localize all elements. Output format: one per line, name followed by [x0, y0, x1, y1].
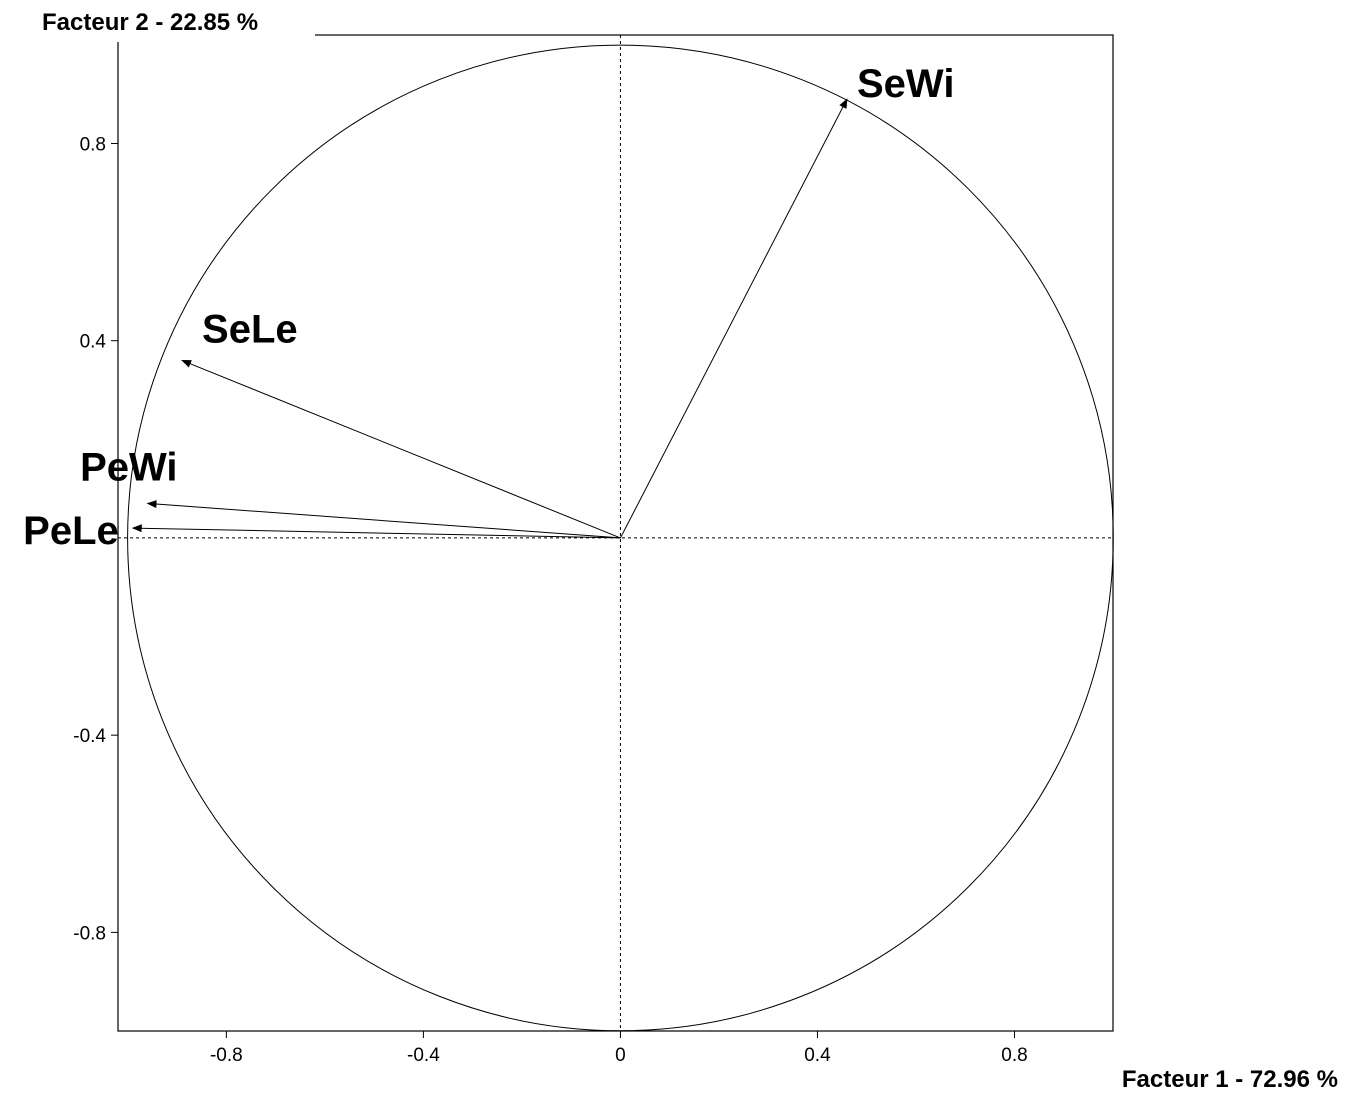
y-axis-title: Facteur 2 - 22.85 % — [42, 9, 258, 36]
unit-circle — [127, 44, 1114, 1032]
y-tick-label: -0.4 — [73, 726, 106, 747]
variable-label-pewi: PeWi — [80, 445, 177, 489]
y-tick-label: 0.8 — [80, 134, 106, 155]
vector-sewi — [619, 98, 848, 539]
variable-label-sele: SeLe — [202, 307, 298, 351]
x-tick-label: -0.8 — [210, 1045, 243, 1066]
variable-vectors: SeWi SeLe PeWi PeLe — [23, 62, 954, 553]
x-tick-label: 0 — [615, 1045, 626, 1066]
x-axis-title: Facteur 1 - 72.96 % — [1122, 1066, 1338, 1093]
vector-pele — [131, 524, 621, 539]
vector-sele — [181, 359, 621, 539]
x-tick-label: -0.4 — [407, 1045, 440, 1066]
y-tick-label: -0.8 — [73, 923, 106, 944]
variable-label-sewi: SeWi — [857, 62, 954, 106]
variable-label-pele: PeLe — [23, 509, 119, 553]
y-axis-ticks: 0.8 0.4 -0.4 -0.8 — [73, 134, 118, 944]
x-tick-label: 0.8 — [1001, 1045, 1027, 1066]
vector-pewi — [146, 500, 621, 539]
y-axis-title-background — [35, 8, 315, 42]
y-tick-label: 0.4 — [80, 332, 107, 353]
x-tick-label: 0.4 — [804, 1045, 831, 1066]
x-axis-ticks: -0.8 -0.4 0 0.4 0.8 — [210, 1031, 1028, 1066]
